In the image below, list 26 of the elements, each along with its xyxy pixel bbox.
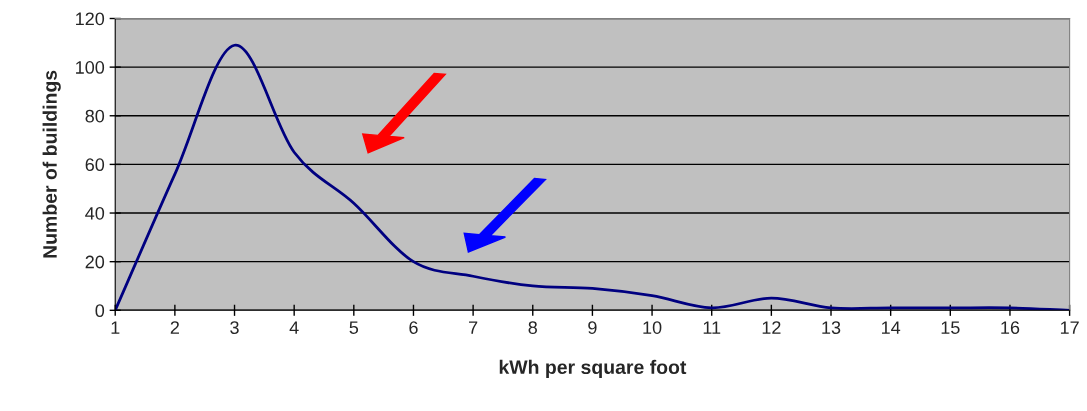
x-tick-label: 2 [170,321,179,334]
x-tick-label: 10 [643,321,662,334]
x-tick-label: 14 [882,321,901,334]
x-tick-label: 11 [703,321,721,334]
x-tick-label: 3 [230,321,239,334]
y-tick-label: 60 [85,158,105,172]
x-tick-label: 7 [469,321,478,334]
x-tick-label: 15 [941,321,960,334]
y-tick-label: 120 [76,12,105,26]
y-tick-label: 20 [85,255,105,269]
x-tick-label: 8 [528,321,537,334]
x-tick-label: 5 [349,321,359,334]
y-tick-label: 40 [85,206,105,220]
x-tick-label: 16 [1001,321,1020,334]
y-tick-label: 0 [95,304,105,318]
x-tick-label: 6 [409,321,418,334]
y-tick-label: 80 [85,109,105,123]
x-tick-label: 9 [588,321,597,334]
x-tick-label: 4 [289,321,299,334]
x-tick-label: 17 [1060,321,1079,334]
x-axis-title: kWh per square foot [499,359,687,378]
y-tick-label: 100 [76,61,105,74]
x-tick-label: 12 [762,321,781,334]
x-tick-label: 13 [822,321,841,334]
y-axis-title: Number of buildings [42,70,61,258]
x-tick-label: 1 [111,321,120,334]
